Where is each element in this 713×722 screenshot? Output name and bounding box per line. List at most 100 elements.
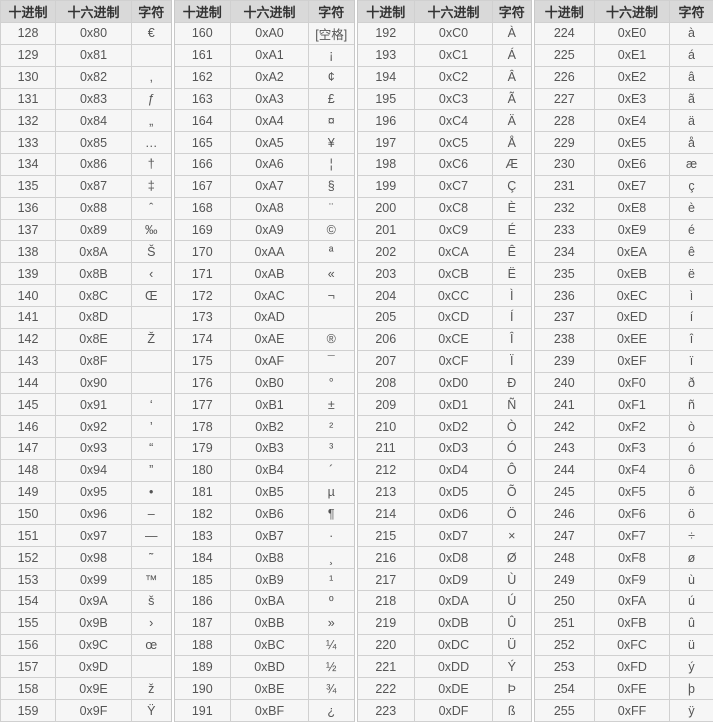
decimal-cell: 220 — [353, 633, 415, 657]
table-row: 146 0x92’ 178 0xB2 ² 210 0xD2 Ò 242 0xF2 ò — [0, 415, 713, 439]
char-cell: œ — [131, 633, 173, 657]
char-cell: ” — [131, 458, 173, 482]
hex-cell: 0xC8 — [414, 196, 493, 220]
char-cell: ð — [669, 371, 713, 395]
char-cell: Ò — [492, 415, 533, 439]
table-row: 152 0x98 ˜ 184 0xB8 ¸ 216 0xD8 Ø 248 0xF8 ø — [0, 546, 713, 570]
char-cell: [空格] — [308, 22, 356, 45]
decimal-cell: 189 — [170, 655, 231, 679]
char-cell: à — [669, 22, 713, 45]
hex-cell: 0xC7 — [414, 174, 493, 198]
decimal-cell: 204 — [353, 284, 415, 307]
hex-cell: 0xC4 — [414, 109, 493, 133]
decimal-cell: 141 — [0, 305, 56, 329]
hex-cell: 0xD2 — [414, 415, 493, 439]
char-cell: ÷ — [669, 524, 713, 548]
decimal-cell: 253 — [530, 655, 595, 679]
table-row: 157 0x9D 189 0xBD ½ 221 0xDD Ý 253 0xFD ý — [0, 655, 713, 679]
decimal-cell: 236 — [530, 284, 595, 307]
decimal-cell: 239 — [530, 349, 595, 373]
decimal-cell: 212 — [353, 458, 415, 482]
hex-cell: 0x93 — [55, 437, 132, 460]
char-cell: Ñ — [492, 393, 533, 417]
header-row: 十进制 十六进制 字符 十进制 十六进制 字符 十进制 十六进制 字符 十进制 十六进制 字符 — [0, 0, 713, 23]
char-cell: ‡ — [131, 174, 173, 198]
char-cell: Ù — [492, 568, 533, 591]
hex-cell: 0xE8 — [594, 196, 670, 220]
char-cell: Ä — [492, 109, 533, 133]
char-cell: ‹ — [131, 262, 173, 286]
char-cell: ÿ — [669, 699, 713, 722]
char-cell: · — [308, 524, 356, 548]
decimal-cell: 244 — [530, 458, 595, 482]
decimal-cell: 198 — [353, 153, 415, 176]
char-cell: Æ — [492, 153, 533, 176]
hex-cell: 0xAF — [230, 349, 309, 373]
table-row: 129 0x81 161 0xA1 ¡ 193 0xC1 Á 225 0xE1 á — [0, 43, 713, 67]
decimal-cell: 159 — [0, 699, 56, 722]
char-cell: é — [669, 218, 713, 242]
hex-cell: 0xA7 — [230, 174, 309, 198]
decimal-cell: 160 — [170, 22, 231, 45]
decimal-cell: 217 — [353, 568, 415, 591]
decimal-cell: 226 — [530, 65, 595, 89]
hex-cell: 0xB6 — [230, 502, 309, 526]
header-decimal: 十进制 — [0, 0, 56, 23]
char-cell: › — [131, 611, 173, 635]
decimal-cell: 255 — [530, 699, 595, 722]
hex-cell: 0xD0 — [414, 371, 493, 395]
header-char: 字符 — [308, 0, 356, 23]
char-cell: ß — [492, 699, 533, 722]
char-cell: î — [669, 327, 713, 351]
char-cell: ë — [669, 262, 713, 286]
decimal-cell: 188 — [170, 633, 231, 657]
char-cell: ã — [669, 87, 713, 111]
char-cell: ¶ — [308, 502, 356, 526]
decimal-cell: 196 — [353, 109, 415, 133]
hex-cell: 0xD6 — [414, 502, 493, 526]
hex-cell: 0xED — [594, 305, 670, 329]
char-cell: Ï — [492, 349, 533, 373]
decimal-cell: 193 — [353, 43, 415, 67]
decimal-cell: 219 — [353, 611, 415, 635]
hex-cell: 0xD8 — [414, 546, 493, 570]
decimal-cell: 200 — [353, 196, 415, 220]
char-cell: Ó — [492, 437, 533, 460]
char-cell: õ — [669, 480, 713, 504]
decimal-cell: 151 — [0, 524, 56, 548]
decimal-cell: 209 — [353, 393, 415, 417]
hex-cell: 0xE4 — [594, 109, 670, 133]
hex-cell: 0xEB — [594, 262, 670, 286]
decimal-cell: 181 — [170, 480, 231, 504]
decimal-cell: 156 — [0, 633, 56, 657]
decimal-cell: 139 — [0, 262, 56, 286]
char-cell: ö — [669, 502, 713, 526]
decimal-cell: 145 — [0, 393, 56, 417]
char-cell: Ý — [492, 655, 533, 679]
decimal-cell: 207 — [353, 349, 415, 373]
decimal-cell: 233 — [530, 218, 595, 242]
header-hex: 十六进制 — [230, 0, 309, 23]
char-cell: ‘ — [131, 393, 173, 417]
char-cell: Œ — [131, 284, 173, 307]
decimal-cell: 152 — [0, 546, 56, 570]
decimal-cell: 237 — [530, 305, 595, 329]
char-cell — [131, 43, 173, 67]
hex-cell: 0xA1 — [230, 43, 309, 67]
hex-cell: 0x8A — [55, 240, 132, 264]
hex-cell: 0xB1 — [230, 393, 309, 417]
hex-cell: 0x9B — [55, 611, 132, 635]
hex-cell: 0xB7 — [230, 524, 309, 548]
hex-cell: 0xDC — [414, 633, 493, 657]
char-cell: Ž — [131, 327, 173, 351]
decimal-cell: 173 — [170, 305, 231, 329]
hex-cell: 0xDD — [414, 655, 493, 679]
table-row: 156 0x9C œ 188 0xBC ¼ 220 0xDC Ü 252 0xFC ü — [0, 633, 713, 657]
decimal-cell: 165 — [170, 131, 231, 155]
hex-cell: 0xD4 — [414, 458, 493, 482]
decimal-cell: 190 — [170, 677, 231, 701]
decimal-cell: 216 — [353, 546, 415, 570]
header-decimal: 十进制 — [170, 0, 231, 23]
table-row: 149 0x95 • 181 0xB5 µ 213 0xD5 Õ 245 0xF5 õ — [0, 480, 713, 504]
decimal-cell: 185 — [170, 568, 231, 591]
